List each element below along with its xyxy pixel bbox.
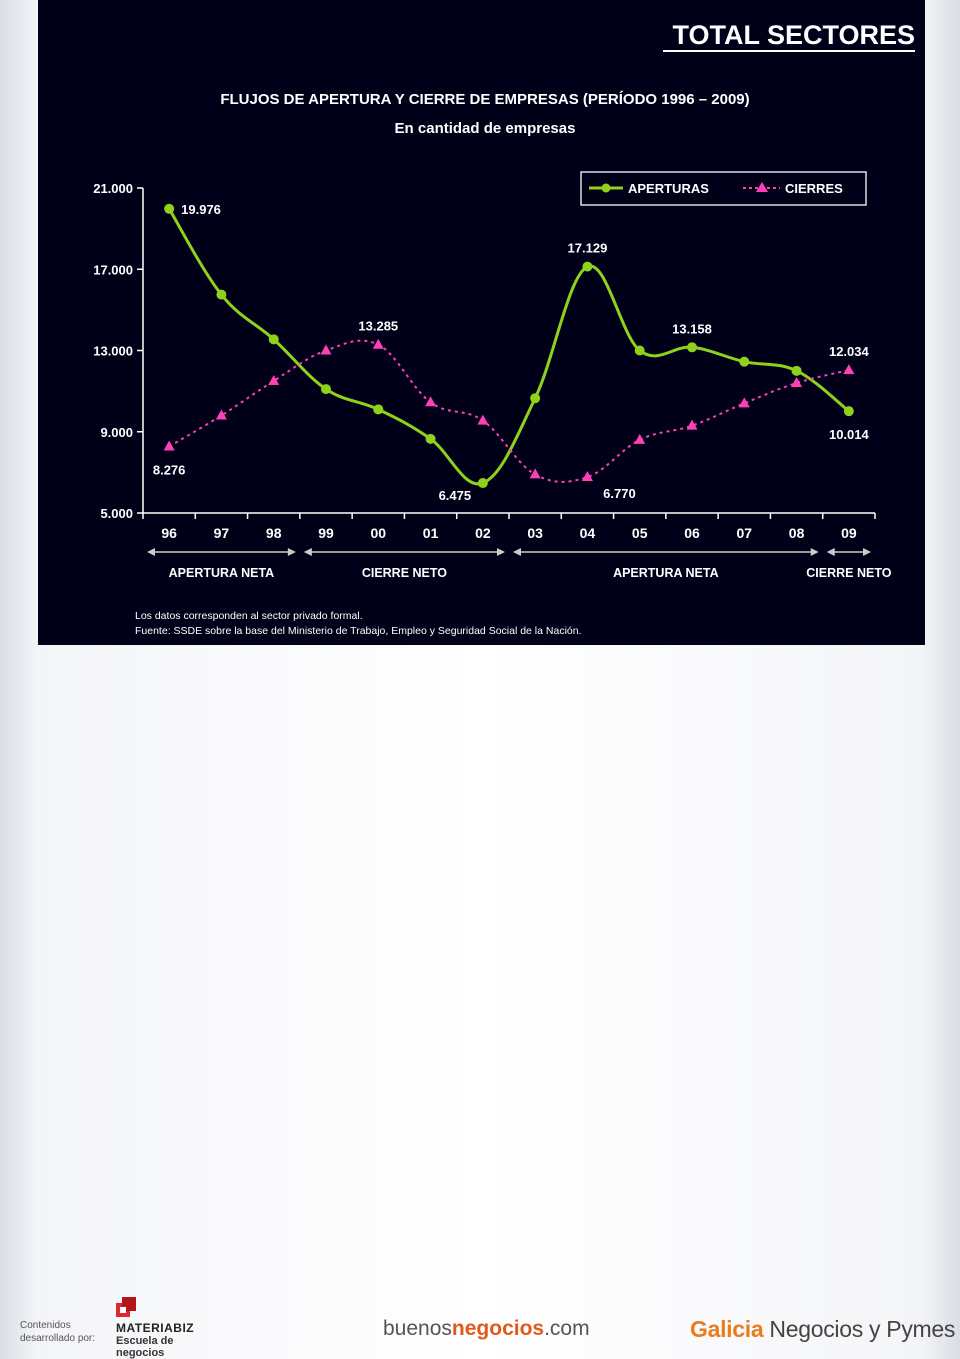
materiabiz-name: MATERIABIZ: [116, 1321, 195, 1335]
period-label: CIERRE NETO: [806, 566, 891, 580]
point-aperturas-06: [687, 342, 697, 353]
credit-text: Contenidos desarrollado por:: [20, 1320, 96, 1344]
legend-aperturas-label: APERTURAS: [628, 181, 709, 196]
x-tick-label: 98: [266, 525, 282, 541]
period-arrow-left: [147, 548, 155, 556]
chart-subtitle: En cantidad de empresas: [395, 120, 576, 137]
point-cierres-08: [791, 377, 803, 387]
y-tick-label: 17.000: [93, 262, 133, 277]
x-tick-label: 09: [841, 525, 857, 541]
legend-cierres-marker: [756, 182, 768, 192]
point-cierres-98: [268, 374, 280, 385]
legend-cierres-label: CIERRES: [785, 181, 843, 196]
point-cierres-05: [634, 433, 646, 444]
data-label: 19.976: [181, 202, 221, 217]
period-arrow-left: [303, 548, 312, 556]
point-cierres-02: [477, 414, 489, 425]
point-cierres-96: [163, 440, 175, 451]
period-bar: CIERRE NETO: [303, 548, 505, 580]
point-cierres-00: [372, 338, 384, 349]
series: [163, 203, 855, 489]
galicia-logo[interactable]: Galicia Negocios y Pymes: [690, 1316, 956, 1342]
data-label: 6.475: [439, 488, 472, 503]
point-aperturas-98: [268, 334, 279, 345]
chart-title: FLUJOS DE APERTURA Y CIERRE DE EMPRESAS …: [220, 91, 749, 108]
point-aperturas-09: [843, 406, 854, 417]
buenosnegocios-logo[interactable]: buenosnegocios.com: [383, 1317, 590, 1340]
materiabiz-sub: Escuela de negocios: [116, 1335, 174, 1359]
materiabiz-mark-icon: [116, 1297, 136, 1317]
y-tick-label: 5.000: [100, 506, 133, 521]
data-label: 12.034: [829, 344, 870, 359]
point-cierres-04: [581, 471, 593, 482]
period-bar: CIERRE NETO: [806, 548, 892, 580]
point-aperturas-04: [582, 261, 593, 272]
point-aperturas-08: [791, 365, 802, 376]
x-tick-label: 04: [580, 525, 596, 541]
point-cierres-97: [215, 409, 227, 420]
axes: 5.000 9.000 13.000 17.000 21.000 96 97 98 99 00 01…: [93, 181, 876, 541]
chart: TOTAL SECTORES FLUJOS DE APERTURA Y CIER…: [38, 0, 925, 645]
period-label: APERTURA NETA: [169, 566, 275, 580]
legend: APERTURAS CIERRES: [580, 171, 867, 206]
note-2: Fuente: SSDE sobre la base del Ministeri…: [135, 625, 582, 637]
period-arrow-left: [513, 548, 521, 556]
period-arrow-right: [287, 548, 296, 556]
point-cierres-03: [529, 468, 541, 479]
period-arrow-right: [810, 548, 819, 556]
slide-header: TOTAL SECTORES: [672, 20, 915, 50]
series-line-cierres: [168, 339, 850, 483]
x-tick-label: 00: [370, 525, 386, 541]
x-tick-label: 97: [214, 525, 230, 541]
legend-aperturas-marker: [601, 183, 611, 193]
x-tick-label: 02: [475, 525, 491, 541]
point-aperturas-00: [373, 404, 384, 415]
point-aperturas-02: [477, 478, 488, 489]
point-cierres-01: [425, 396, 437, 407]
period-arrow-left: [826, 548, 835, 556]
point-aperturas-01: [425, 433, 436, 444]
period-label: CIERRE NETO: [362, 566, 447, 580]
slide: TOTAL SECTORES FLUJOS DE APERTURA Y CIER…: [38, 0, 925, 645]
point-aperturas-03: [530, 393, 541, 404]
data-label: 8.276: [153, 462, 186, 477]
data-label: 10.014: [829, 427, 870, 442]
point-aperturas-07: [739, 356, 750, 367]
data-label: 13.285: [358, 319, 398, 334]
x-tick-label: 03: [527, 525, 543, 541]
point-aperturas-99: [321, 384, 331, 395]
period-bar: APERTURA NETA: [147, 548, 296, 580]
x-tick-label: 05: [632, 525, 648, 541]
y-tick-label: 9.000: [100, 425, 133, 440]
footer: Contenidos desarrollado por: MATERIABIZ …: [0, 645, 960, 1359]
point-cierres-06: [686, 419, 698, 430]
y-tick-label: 21.000: [93, 181, 133, 196]
point-aperturas-96: [164, 203, 175, 214]
period-arrow-right: [863, 548, 871, 556]
x-tick-label: 01: [423, 525, 439, 541]
data-label: 13.158: [672, 321, 712, 336]
x-tick-label: 99: [318, 525, 334, 541]
point-cierres-09: [843, 364, 855, 375]
data-label: 17.129: [568, 241, 608, 256]
x-tick-label: 06: [684, 525, 700, 541]
data-labels: 19.976 6.475 17.129 13.158 10.014 8.276 13.285…: [153, 202, 870, 503]
period-bar: APERTURA NETA: [513, 548, 819, 580]
note-1: Los datos corresponden al sector privado…: [135, 610, 363, 622]
data-label: 6.770: [603, 486, 636, 501]
x-tick-label: 07: [736, 525, 752, 541]
period-bars: APERTURA NETA CIERRE NETO APERTURA NETA CIE…: [147, 548, 892, 580]
point-aperturas-05: [634, 345, 645, 356]
point-cierres-07: [738, 397, 750, 408]
period-arrow-right: [497, 548, 505, 556]
x-tick-label: 96: [161, 525, 177, 541]
point-aperturas-97: [216, 289, 227, 300]
y-tick-label: 13.000: [93, 344, 133, 359]
point-cierres-99: [320, 344, 332, 355]
x-tick-label: 08: [789, 525, 805, 541]
period-label: APERTURA NETA: [613, 566, 719, 580]
